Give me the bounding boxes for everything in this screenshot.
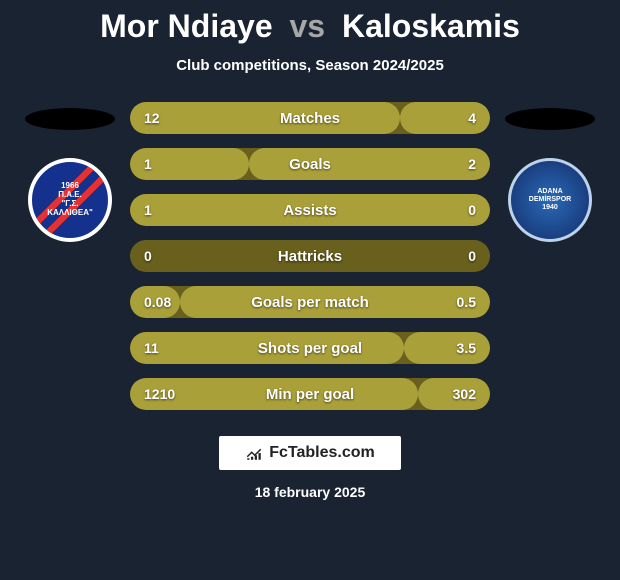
stat-row: 12Goals bbox=[130, 148, 490, 180]
right-team-badge: ADANA DEMİRSPOR 1940 bbox=[508, 158, 592, 242]
brand-chart-icon bbox=[245, 444, 263, 462]
left-team-column: 1966 Π.Α.Ε. "Γ.Σ. ΚΑΛΛΙΘΕΑ" bbox=[10, 102, 130, 242]
stat-row: 113.5Shots per goal bbox=[130, 332, 490, 364]
stat-label: Goals bbox=[130, 156, 490, 173]
comparison-card: Mor Ndiaye vs Kaloskamis Club competitio… bbox=[0, 0, 620, 580]
stat-label: Hattricks bbox=[130, 248, 490, 265]
left-team-badge: 1966 Π.Α.Ε. "Γ.Σ. ΚΑΛΛΙΘΕΑ" bbox=[28, 158, 112, 242]
stat-row: 0.080.5Goals per match bbox=[130, 286, 490, 318]
main-row: 1966 Π.Α.Ε. "Γ.Σ. ΚΑΛΛΙΘΕΑ" 124Matches12… bbox=[0, 102, 620, 410]
left-team-line3: ΚΑΛΛΙΘΕΑ" bbox=[47, 209, 93, 218]
stat-label: Min per goal bbox=[130, 386, 490, 403]
stats-list: 124Matches 12Goals 10Assists 00Hattricks 0.0… bbox=[130, 102, 490, 410]
vs-separator: vs bbox=[290, 8, 326, 44]
footer: FcTables.com 18 february 2025 bbox=[219, 436, 401, 500]
right-team-column: ADANA DEMİRSPOR 1940 bbox=[490, 102, 610, 242]
date-text: 18 february 2025 bbox=[255, 484, 366, 500]
right-team-line2: DEMİRSPOR bbox=[529, 196, 571, 204]
right-shadow bbox=[505, 108, 595, 130]
stat-label: Goals per match bbox=[130, 294, 490, 311]
stat-row: 00Hattricks bbox=[130, 240, 490, 272]
right-team-year: 1940 bbox=[529, 204, 571, 212]
page-title: Mor Ndiaye vs Kaloskamis bbox=[100, 8, 520, 45]
left-shadow bbox=[25, 108, 115, 130]
right-team-line1: ADANA bbox=[529, 188, 571, 196]
player1-name: Mor Ndiaye bbox=[100, 8, 272, 44]
player2-name: Kaloskamis bbox=[342, 8, 520, 44]
brand-text: FcTables.com bbox=[269, 444, 375, 462]
stat-row: 1210302Min per goal bbox=[130, 378, 490, 410]
subtitle: Club competitions, Season 2024/2025 bbox=[176, 57, 444, 74]
stat-label: Shots per goal bbox=[130, 340, 490, 357]
stat-row: 10Assists bbox=[130, 194, 490, 226]
stat-row: 124Matches bbox=[130, 102, 490, 134]
stat-label: Assists bbox=[130, 202, 490, 219]
brand-box[interactable]: FcTables.com bbox=[219, 436, 401, 470]
stat-label: Matches bbox=[130, 110, 490, 127]
left-team-badge-text: 1966 Π.Α.Ε. "Γ.Σ. ΚΑΛΛΙΘΕΑ" bbox=[47, 182, 93, 217]
right-team-badge-text: ADANA DEMİRSPOR 1940 bbox=[529, 188, 571, 211]
